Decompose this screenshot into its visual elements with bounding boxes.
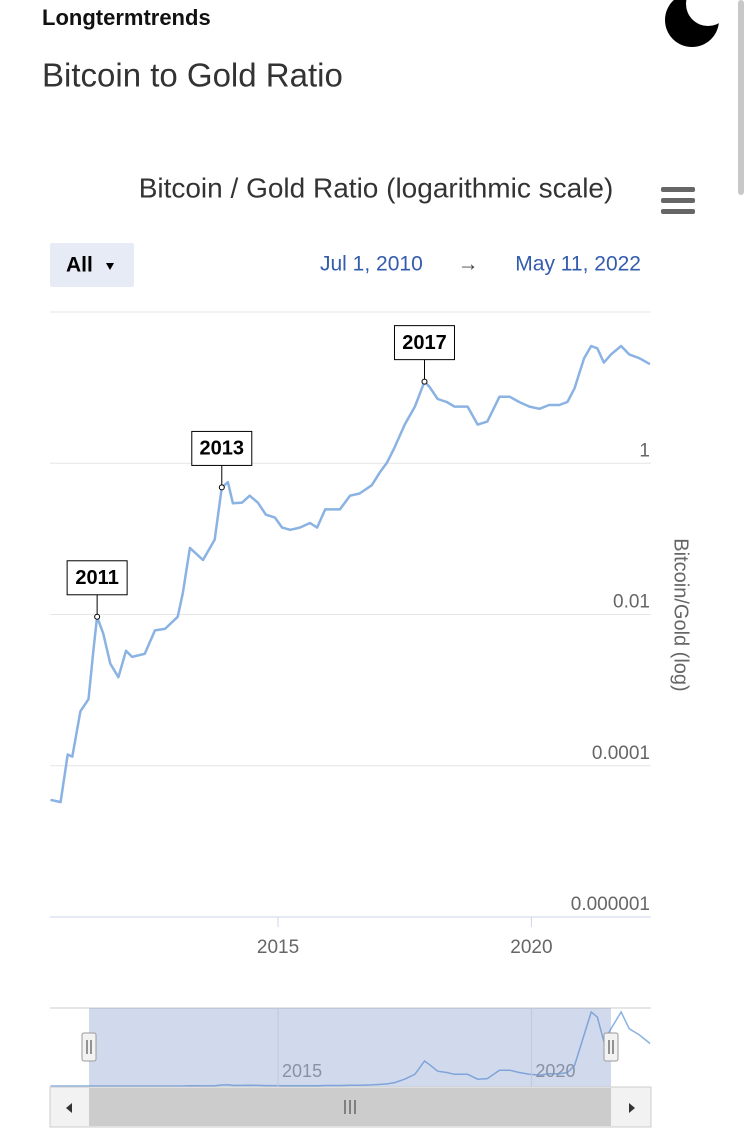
annotation-label: 2011	[75, 567, 118, 589]
y-axis-label: Bitcoin/Gold (log)	[670, 538, 692, 691]
data-line	[50, 344, 651, 804]
scrollbar[interactable]	[49, 1086, 652, 1128]
annotation-box	[393, 325, 455, 361]
chart-title: Bitcoin / Gold Ratio (logarithmic scale)	[139, 172, 614, 203]
date-from[interactable]: Jul 1, 2010	[320, 253, 423, 276]
page-title: Bitcoin to Gold Ratio	[42, 57, 343, 94]
range-button[interactable]: All	[50, 243, 134, 287]
navigator-series: 2015 2020	[50, 1008, 651, 1087]
navigator-handle-left[interactable]	[81, 1032, 97, 1062]
y-tick-label: 0.01	[613, 592, 650, 613]
range-button-label[interactable]: All	[66, 254, 93, 277]
y-tick-label: 1	[639, 440, 650, 461]
annotation-point	[421, 378, 428, 385]
annotation-point	[218, 484, 225, 491]
y-tick-label: 0.0001	[592, 743, 650, 764]
x-tick-label: 2020	[510, 937, 552, 958]
navigator-line	[50, 1010, 651, 1087]
y-tick-label: 0.000001	[571, 894, 650, 915]
dark-mode-toggle[interactable]	[665, 0, 730, 47]
page-scrollbar[interactable]	[738, 0, 744, 195]
annotation-point	[94, 613, 101, 620]
annotation-box	[191, 430, 253, 466]
date-to[interactable]: May 11, 2022	[515, 253, 641, 276]
navigator-tick-label: 2015	[282, 1061, 322, 1081]
navigator-handle-right[interactable]	[603, 1032, 619, 1062]
navigator-tick-label: 2020	[535, 1061, 575, 1081]
annotation-box	[66, 560, 128, 596]
x-tick-label: 2015	[257, 937, 299, 958]
site-name[interactable]: Longtermtrends	[42, 5, 211, 30]
date-separator: →	[458, 253, 479, 276]
annotation-label: 2013	[200, 438, 245, 460]
menu-button[interactable]	[661, 187, 695, 214]
navigator-selection[interactable]	[89, 1008, 611, 1087]
annotation-label: 2017	[402, 332, 447, 354]
